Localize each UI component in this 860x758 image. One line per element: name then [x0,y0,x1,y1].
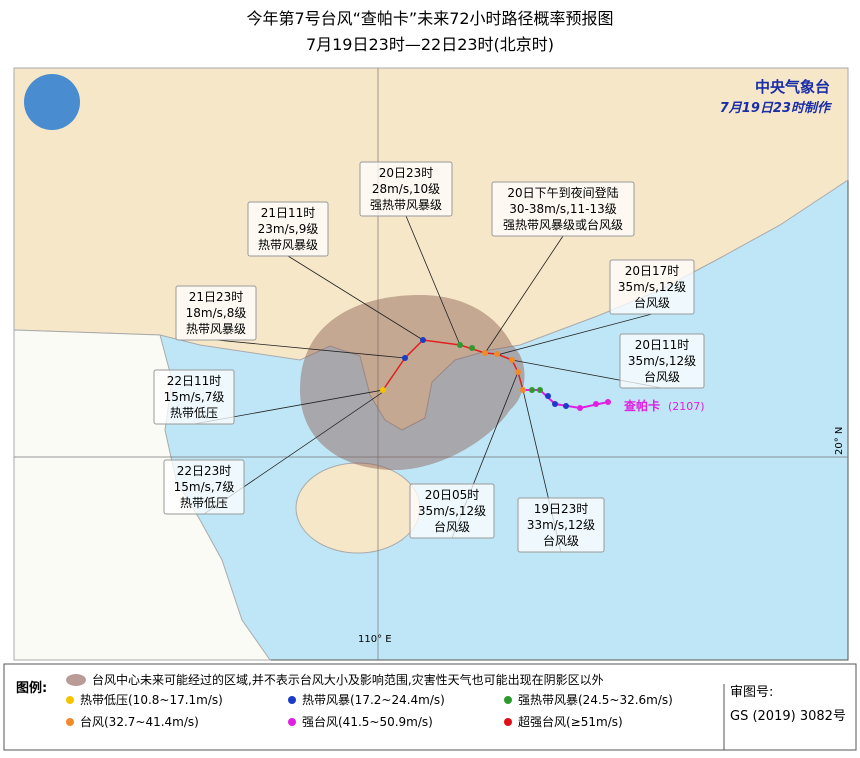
callout-text: 35m/s,12级 [618,280,686,294]
callout-text: 30-38m/s,11-13级 [509,202,617,216]
track-point [515,369,521,375]
legend-area: 台风中心未来可能经过的区域,并不表示台风大小及影响范围,灾害性天气也可能出现在阴… [92,672,604,687]
callout-text: 20日23时 [379,166,434,180]
storm-code: (2107) [668,400,705,413]
callout-text: 热带风暴级 [186,322,246,336]
track-point [563,403,569,409]
legend-label: 热带低压(10.8~17.1m/s) [80,693,223,707]
leader-line [484,235,564,354]
callout-text: 20日11时 [635,338,690,352]
track-point [494,351,500,357]
legend-swatch [288,718,296,726]
callout-text: 强热带风暴级或台风级 [503,217,623,232]
leader-line [287,255,424,341]
lat-label: 20° N [834,427,845,455]
legend-label: 强台风(41.5~50.9m/s) [302,714,433,729]
track-point [529,387,535,393]
track-point [457,342,463,348]
callout-text: 台风级 [644,369,680,384]
island [295,462,421,554]
lon-label: 110° E [358,634,392,645]
subtitle: 7月19日23时—22日23时(北京时) [306,35,554,54]
callout-text: 20日17时 [625,264,680,278]
leader-line [405,215,461,346]
legend-label: 台风(32.7~41.4m/s) [80,714,199,729]
callout-box [409,483,495,539]
leader-line [496,313,653,356]
callout-text: 20日05时 [425,488,480,502]
callout-text: 22日23时 [177,464,232,478]
track-point [552,401,558,407]
callout-text: 台风级 [634,295,670,310]
callout-text: 18m/s,8级 [186,306,247,320]
track-point [520,387,526,393]
probability-area [300,295,525,470]
callout-text: 23m/s,9级 [258,222,319,236]
callout-text: 35m/s,12级 [628,354,696,368]
legend-swatch [504,718,512,726]
callout-text: 热带风暴级 [258,238,318,252]
callout-text: 21日11时 [261,206,316,220]
legend-swatch [66,696,74,704]
track-point [605,399,611,405]
legend-label: 强热带风暴(24.5~32.6m/s) [518,693,673,707]
legend-box [3,663,857,751]
callout-text: 20日下午到夜间登陆 [507,185,618,200]
callout-box [491,181,635,237]
agency: 中央气象台 [755,78,830,96]
callout-box [517,497,605,553]
callout-text: 21日23时 [189,290,244,304]
issued: 7月19日23时制作 [720,100,833,116]
legend-label: 热带风暴(17.2~24.4m/s) [302,693,445,707]
callout-text: 22日11时 [167,374,222,388]
callout-box [609,259,695,315]
neighbor-land [13,329,271,661]
callout-text: 台风级 [543,533,579,548]
legend-swatch [504,696,512,704]
track-point [420,337,426,343]
legend-area-swatch [66,674,86,686]
callout-text: 15m/s,7级 [174,480,235,494]
track-point [482,350,488,356]
callout-text: 热带低压 [170,406,218,420]
callout-text: 强热带风暴级 [370,198,442,212]
track-point [537,387,543,393]
approval-code: GS (2019) 3082号 [730,709,846,724]
callout-box [175,285,257,341]
callout-box [153,369,235,425]
callout-text: 35m/s,12级 [418,504,486,518]
approval-label: 审图号: [730,685,773,700]
legend-swatch [66,718,74,726]
track-point [509,357,515,363]
callout-box [163,459,245,515]
leader-line [215,339,406,359]
logo [24,74,80,130]
callout-box [619,333,705,389]
callout-box [359,161,453,217]
track-point [402,355,408,361]
callout-text: 33m/s,12级 [527,518,595,532]
callout-box [247,201,329,257]
callout-text: 台风级 [434,519,470,534]
track-point [577,405,583,411]
storm-name: 查帕卡 [623,398,660,413]
callout-text: 热带低压 [180,496,228,510]
track-point [380,387,386,393]
legend-swatch [288,696,296,704]
map: 110° E 20° N 中央气象台 7月19日23时制作 查帕卡 (2107)… [13,67,849,661]
callout-text: 28m/s,10级 [372,182,440,196]
callout-text: 15m/s,7级 [164,390,225,404]
track-point [545,393,551,399]
legend-label: 超强台风(≥51m/s) [518,714,623,729]
title: 今年第7号台风“查帕卡”未来72小时路径概率预报图 [246,9,613,28]
track-point [469,345,475,351]
legend-title: 图例: [16,680,47,696]
callout-text: 19日23时 [534,502,589,516]
track-point [593,401,599,407]
